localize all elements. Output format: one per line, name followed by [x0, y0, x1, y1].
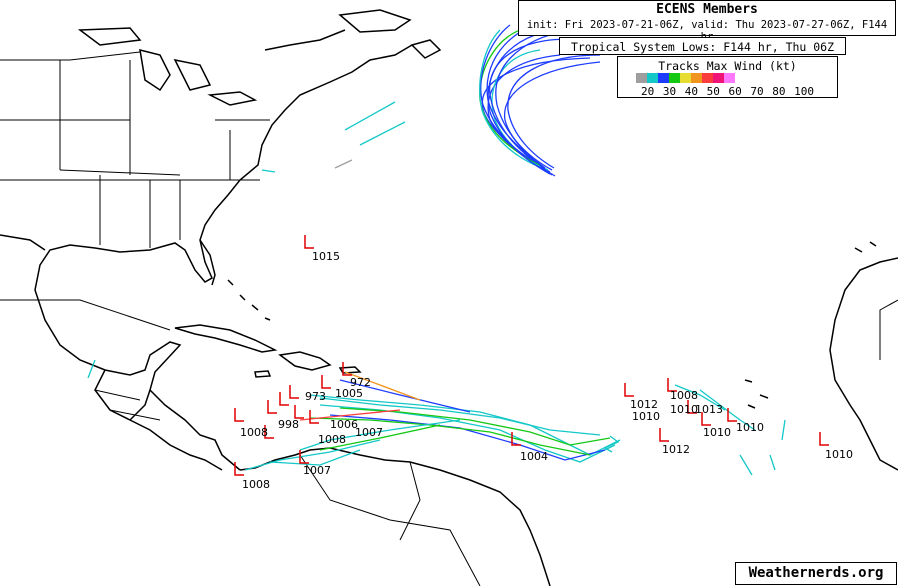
- pressure-label: 1006: [330, 418, 358, 431]
- lows-label-box: Tropical System Lows: F144 hr, Thu 06Z: [559, 37, 846, 55]
- legend-swatch: [658, 73, 669, 83]
- lows-label: Tropical System Lows: F144 hr, Thu 06Z: [570, 40, 835, 54]
- pressure-label: 1010: [670, 403, 698, 416]
- pressure-label: 973: [305, 390, 326, 403]
- map-title: ECENS Members: [656, 2, 758, 17]
- legend-swatch: [669, 73, 680, 83]
- pressure-label: 1012: [662, 443, 690, 456]
- pressure-label: 1008: [318, 433, 346, 446]
- pressure-label: 1008: [670, 389, 698, 402]
- legend-swatch: [636, 73, 647, 83]
- legend-swatch: [680, 73, 691, 83]
- title-box: ECENS Members init: Fri 2023-07-21-06Z, …: [518, 0, 896, 43]
- credit-watermark: Weathernerds.org: [735, 562, 897, 585]
- legend-swatch: [647, 73, 658, 83]
- pressure-label: 1010: [825, 448, 853, 461]
- caribbean-tracks: [244, 371, 756, 471]
- legend-swatch: [713, 73, 724, 83]
- pressure-label: 1004: [520, 450, 548, 463]
- pressure-label: 1008: [240, 426, 268, 439]
- pressure-label: 998: [278, 418, 299, 431]
- legend-swatch: [702, 73, 713, 83]
- pressure-label: 1010: [736, 421, 764, 434]
- legend-title: Tracks Max Wind (kt): [658, 59, 797, 73]
- pressure-label: 1007: [355, 426, 383, 439]
- recurving-tracks: [479, 19, 601, 177]
- legend-color-bar: [636, 73, 735, 83]
- legend-labels: 20 30 40 50 60 70 80 100: [641, 85, 814, 98]
- pressure-label: 1005: [335, 387, 363, 400]
- wind-legend: Tracks Max Wind (kt) 20 30 40 50 60 70 8…: [617, 56, 838, 98]
- low-markers: [234, 235, 829, 476]
- pressure-label: 1013: [695, 403, 723, 416]
- pressure-label: 972: [350, 376, 371, 389]
- borders: [0, 51, 898, 586]
- pressure-label: 1012: [630, 398, 658, 411]
- pressure-label: 1010: [632, 410, 660, 423]
- legend-swatch: [724, 73, 735, 83]
- legend-swatch: [691, 73, 702, 83]
- pressure-label: 1015: [312, 250, 340, 263]
- pressure-labels: 1015 972 1005 973 998 1008 1007 1006 100…: [240, 250, 853, 491]
- pressure-label: 1010: [703, 426, 731, 439]
- pressure-label: 1007: [303, 464, 331, 477]
- pressure-label: 1008: [242, 478, 270, 491]
- scattered-tracks: [87, 101, 786, 476]
